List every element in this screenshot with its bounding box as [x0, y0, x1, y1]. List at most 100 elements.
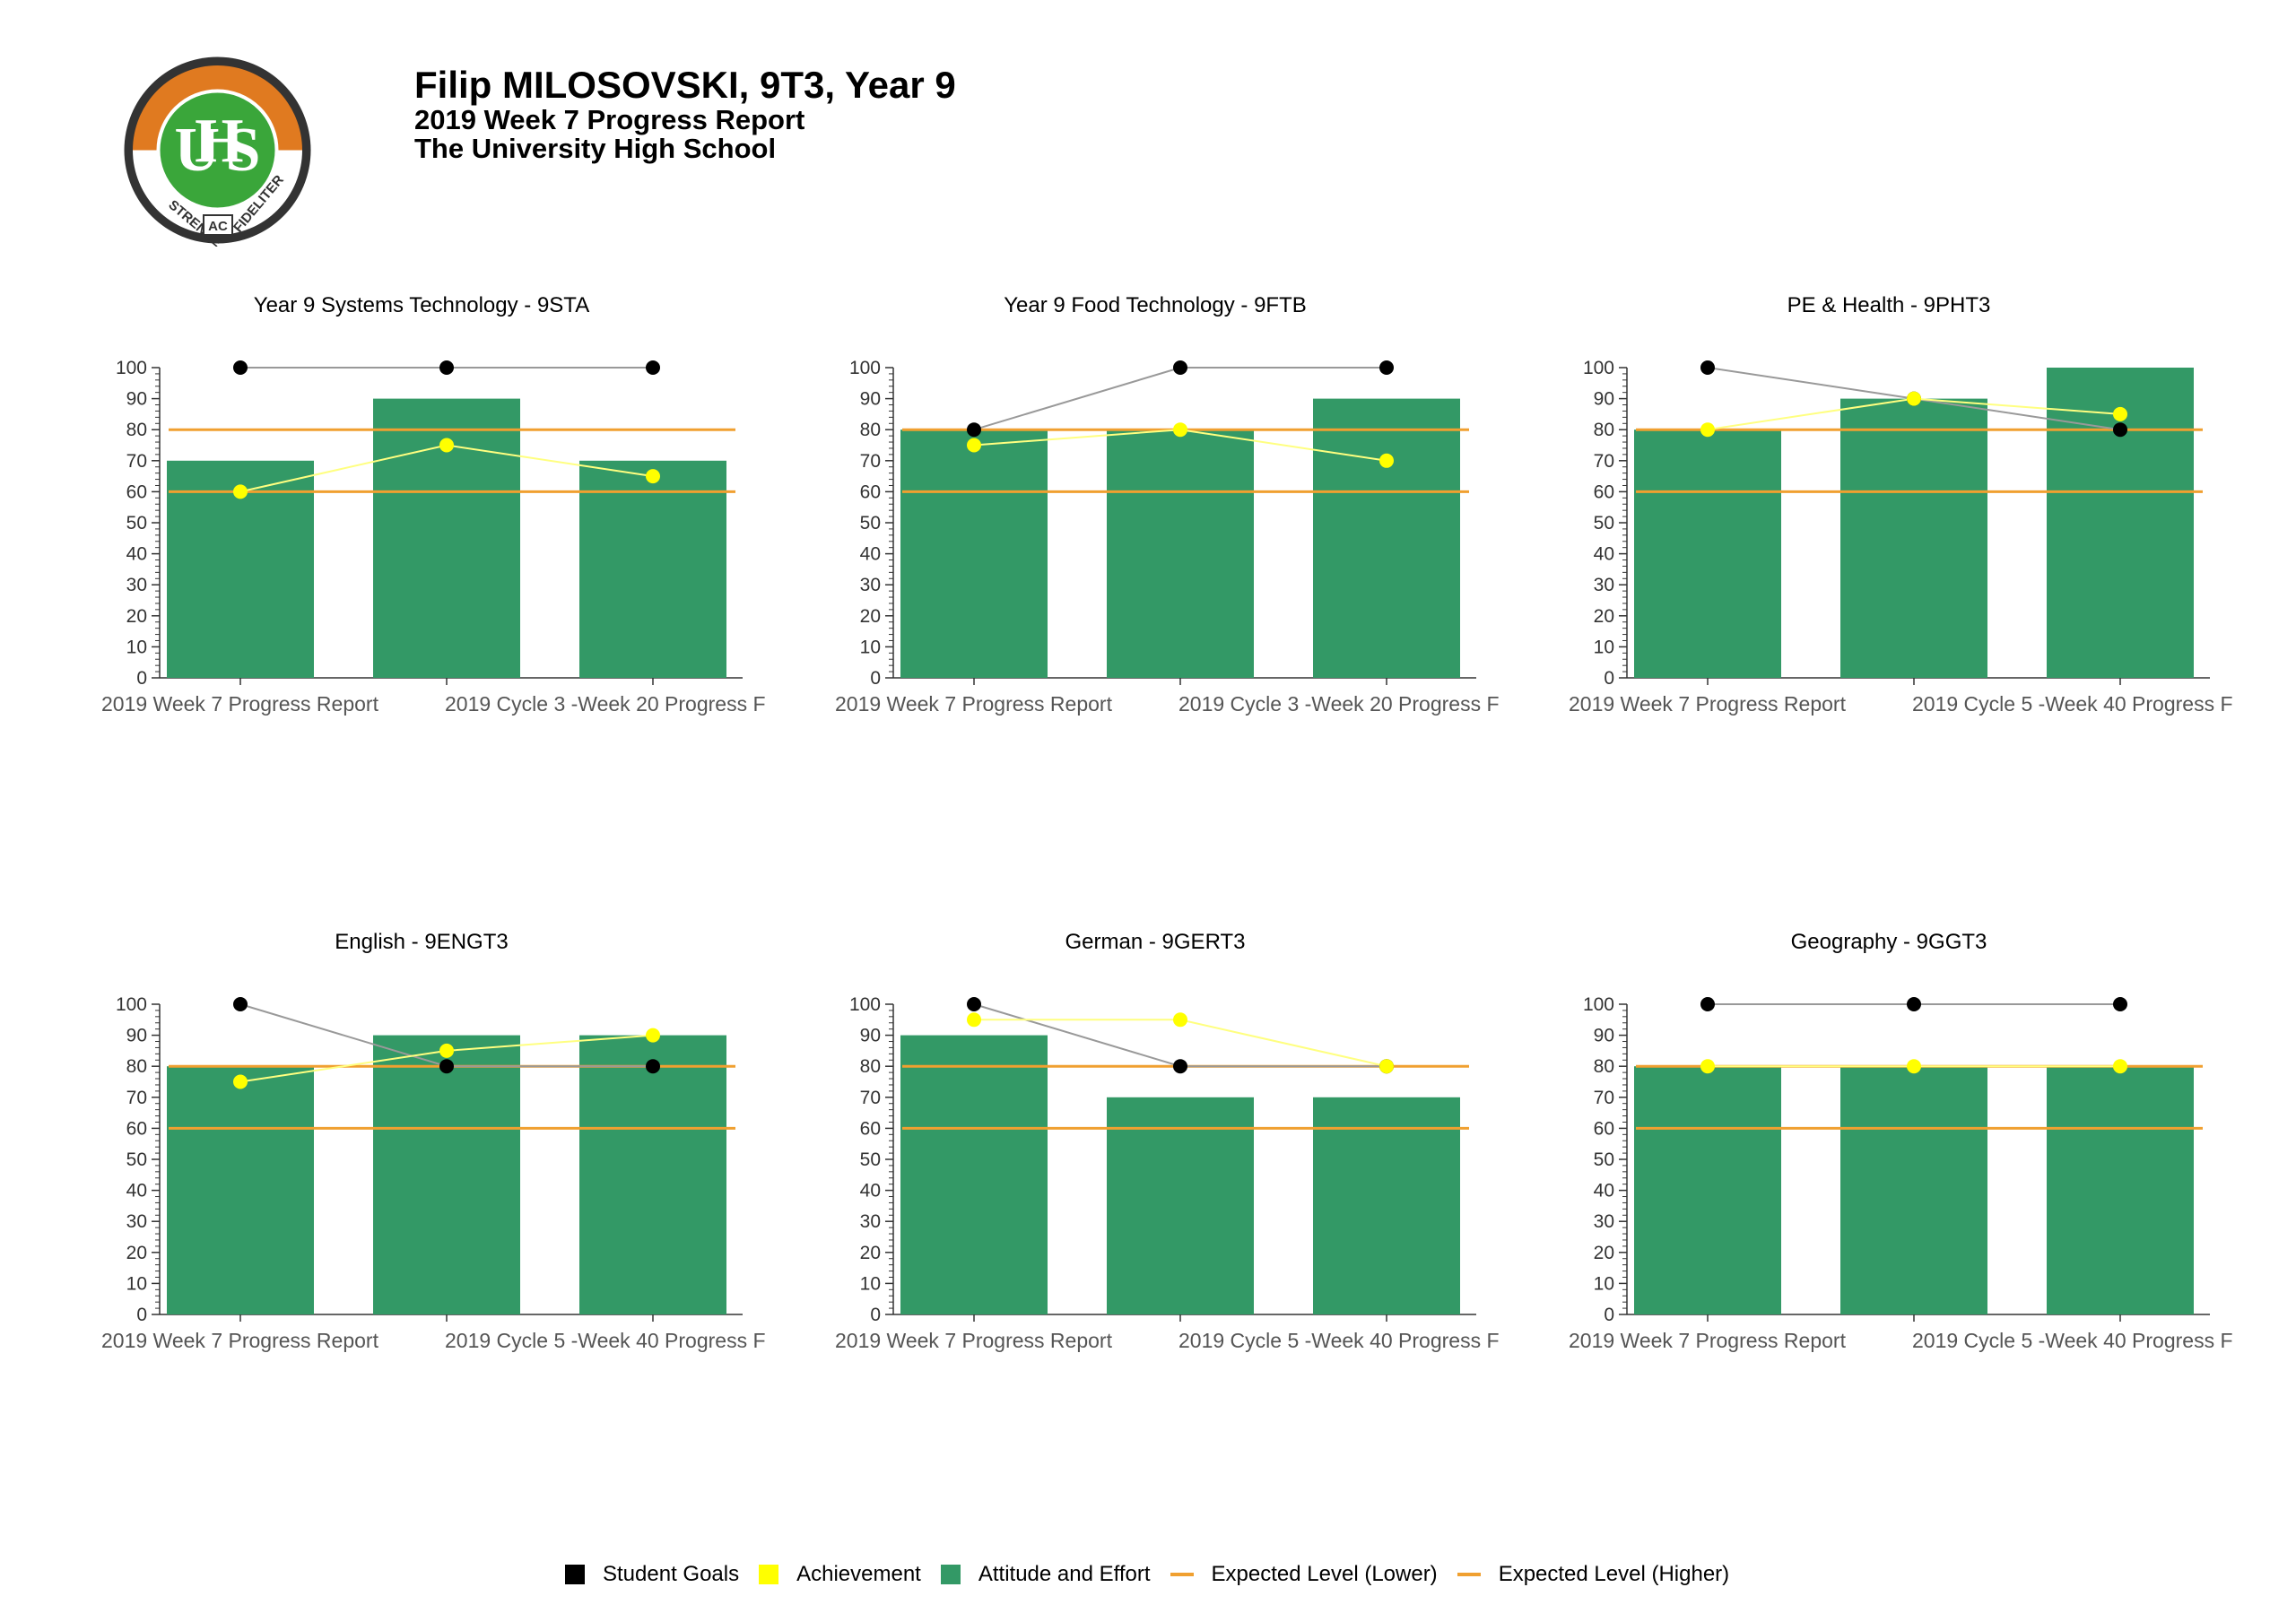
x-tick-label: 2019 Cycle 5 -Week 40 Progress F — [1178, 1329, 1500, 1352]
y-tick-label: 30 — [1594, 575, 1614, 595]
attitude-effort-bar — [1107, 1097, 1254, 1314]
y-tick-label: 20 — [126, 1243, 147, 1263]
achievement-point — [439, 438, 454, 453]
achievement-point — [233, 1074, 248, 1089]
achievement-point — [1907, 1059, 1921, 1074]
x-tick-label: 2019 Week 7 Progress Report — [101, 692, 379, 716]
student-goal-point — [233, 360, 248, 375]
y-tick-label: 40 — [1594, 1181, 1614, 1201]
student-name-title: Filip MILOSOVSKI, 9T3, Year 9 — [414, 64, 956, 106]
y-tick-label: 40 — [860, 1181, 881, 1201]
achievement-point — [1173, 422, 1187, 438]
y-tick-label: 80 — [860, 1056, 881, 1077]
crest-motto-box — [203, 214, 233, 236]
achievement-point — [646, 469, 660, 484]
student-goal-point — [2113, 997, 2127, 1011]
school-crest-logo: UHS STRENUE AC FIDELITER — [124, 56, 311, 247]
chart-title: Year 9 Systems Technology - 9STA — [254, 293, 589, 317]
y-tick-label: 90 — [126, 389, 147, 410]
y-tick-label: 20 — [126, 606, 147, 627]
y-tick-label: 30 — [860, 575, 881, 595]
legend-swatch — [1457, 1573, 1481, 1576]
x-tick-label: 2019 Week 7 Progress Report — [1569, 1329, 1847, 1352]
x-tick-label: 2019 Week 7 Progress Report — [101, 1329, 379, 1352]
attitude-effort-bar — [1634, 1066, 1781, 1314]
y-tick-label: 20 — [860, 606, 881, 627]
y-tick-label: 30 — [1594, 1211, 1614, 1232]
y-tick-label: 60 — [860, 1118, 881, 1139]
y-tick-label: 90 — [126, 1026, 147, 1046]
y-tick-label: 50 — [1594, 513, 1614, 533]
legend-item: Student Goals — [565, 1562, 739, 1587]
y-tick-label: 50 — [860, 1149, 881, 1170]
y-tick-label: 10 — [1594, 637, 1614, 657]
crest-monogram: UHS — [175, 107, 261, 185]
chart-title: English - 9ENGT3 — [335, 930, 508, 954]
y-tick-label: 100 — [1583, 358, 1614, 378]
x-tick-label: 2019 Cycle 5 -Week 40 Progress F — [1912, 692, 2233, 716]
y-tick-label: 90 — [1594, 389, 1614, 410]
chart-title: German - 9GERT3 — [1065, 930, 1246, 954]
y-tick-label: 100 — [849, 994, 881, 1015]
y-tick-label: 80 — [126, 1056, 147, 1077]
y-tick-label: 10 — [126, 637, 147, 657]
y-tick-label: 80 — [860, 420, 881, 440]
attitude-effort-bar — [1313, 398, 1460, 678]
attitude-effort-bar — [900, 1035, 1048, 1314]
y-tick-label: 60 — [1594, 1118, 1614, 1139]
student-goal-point — [646, 1059, 660, 1074]
student-goal-point — [1379, 360, 1394, 375]
x-tick-label: 2019 Week 7 Progress Report — [835, 692, 1113, 716]
y-tick-label: 10 — [860, 637, 881, 657]
crest-white-band — [133, 150, 302, 235]
crest-green-disc — [156, 89, 279, 212]
legend-label: Expected Level (Lower) — [1211, 1562, 1438, 1586]
y-tick-label: 60 — [860, 481, 881, 502]
student-goal-point — [233, 997, 248, 1011]
legend-label: Attitude and Effort — [978, 1562, 1151, 1586]
y-tick-label: 60 — [1594, 481, 1614, 502]
legend-label: Student Goals — [603, 1562, 740, 1586]
student-goal-point — [1907, 997, 1921, 1011]
y-tick-label: 90 — [860, 1026, 881, 1046]
achievement-point — [967, 438, 981, 453]
attitude-effort-bar — [1840, 1066, 1987, 1314]
x-tick-label: 2019 Cycle 3 -Week 20 Progress F — [445, 692, 766, 716]
student-goal-point — [439, 360, 454, 375]
y-tick-label: 80 — [1594, 1056, 1614, 1077]
student-goal-point — [1700, 997, 1715, 1011]
y-tick-label: 100 — [116, 358, 147, 378]
y-tick-label: 70 — [1594, 1088, 1614, 1108]
y-tick-label: 50 — [126, 1149, 147, 1170]
y-tick-label: 30 — [126, 1211, 147, 1232]
student-goal-point — [1173, 360, 1187, 375]
x-tick-label: 2019 Week 7 Progress Report — [1569, 692, 1847, 716]
legend-label: Expected Level (Higher) — [1498, 1562, 1730, 1586]
y-tick-label: 60 — [126, 1118, 147, 1139]
attitude-effort-bar — [167, 1066, 314, 1314]
y-tick-label: 50 — [860, 513, 881, 533]
report-header: Filip MILOSOVSKI, 9T3, Year 9 2019 Week … — [414, 65, 956, 163]
y-tick-label: 80 — [1594, 420, 1614, 440]
y-tick-label: 70 — [126, 451, 147, 472]
attitude-effort-bar — [1107, 429, 1254, 678]
y-tick-label: 80 — [126, 420, 147, 440]
chart-title: Year 9 Food Technology - 9FTB — [1004, 293, 1307, 317]
y-tick-label: 0 — [870, 1305, 881, 1325]
y-tick-label: 70 — [860, 451, 881, 472]
y-tick-label: 10 — [126, 1273, 147, 1294]
y-tick-label: 40 — [860, 544, 881, 565]
achievement-point — [1379, 453, 1394, 468]
attitude-effort-bar — [373, 1035, 520, 1314]
y-tick-label: 40 — [1594, 544, 1614, 565]
student-goal-point — [2113, 422, 2127, 438]
achievement-point — [2113, 406, 2127, 421]
y-tick-label: 10 — [1594, 1273, 1614, 1294]
y-tick-label: 70 — [126, 1088, 147, 1108]
legend-label: Achievement — [796, 1562, 921, 1586]
y-tick-label: 50 — [126, 513, 147, 533]
y-tick-label: 10 — [860, 1273, 881, 1294]
achievement-point — [1379, 1059, 1394, 1074]
y-tick-label: 20 — [1594, 606, 1614, 627]
legend-item: Expected Level (Lower) — [1170, 1562, 1438, 1587]
